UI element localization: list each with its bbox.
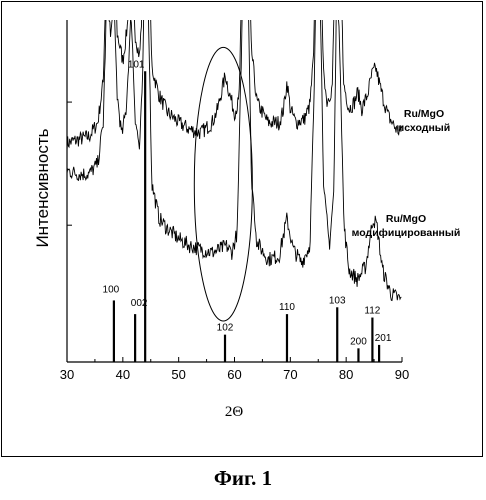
x-tick-label: 70 bbox=[283, 367, 297, 382]
reference-label: 201 bbox=[375, 333, 392, 344]
x-tick-label: 80 bbox=[339, 367, 353, 382]
x-tick-label: 30 bbox=[60, 367, 74, 382]
series-line-1 bbox=[67, 0, 401, 151]
series-label-1: исходный bbox=[398, 122, 450, 134]
reference-label: 110 bbox=[279, 302, 295, 313]
reference-label: 112 bbox=[364, 306, 380, 317]
reference-label: 101 bbox=[128, 59, 145, 70]
x-tick-label: 60 bbox=[227, 367, 241, 382]
x-tick-label: 90 bbox=[395, 367, 409, 382]
highlight-ellipse bbox=[194, 47, 252, 321]
series-line-2 bbox=[67, 0, 401, 300]
plot-layer: 3040506070809010000210110211010320011220… bbox=[60, 0, 461, 382]
series-label-2: модифицированный bbox=[352, 227, 461, 239]
reference-label: 100 bbox=[103, 284, 120, 295]
figure-caption: Фиг. 1 bbox=[0, 466, 486, 491]
x-tick-label: 50 bbox=[171, 367, 185, 382]
reference-label: 102 bbox=[217, 323, 234, 334]
series-label-1: Ru/MgO bbox=[404, 108, 444, 120]
reference-label: 200 bbox=[350, 336, 367, 347]
series-label-2: Ru/MgO bbox=[386, 213, 426, 225]
x-axis-label: 2Θ bbox=[225, 404, 244, 420]
x-tick-label: 40 bbox=[116, 367, 130, 382]
reference-label: 103 bbox=[329, 295, 346, 306]
y-axis-label: Интенсивность bbox=[33, 128, 52, 247]
